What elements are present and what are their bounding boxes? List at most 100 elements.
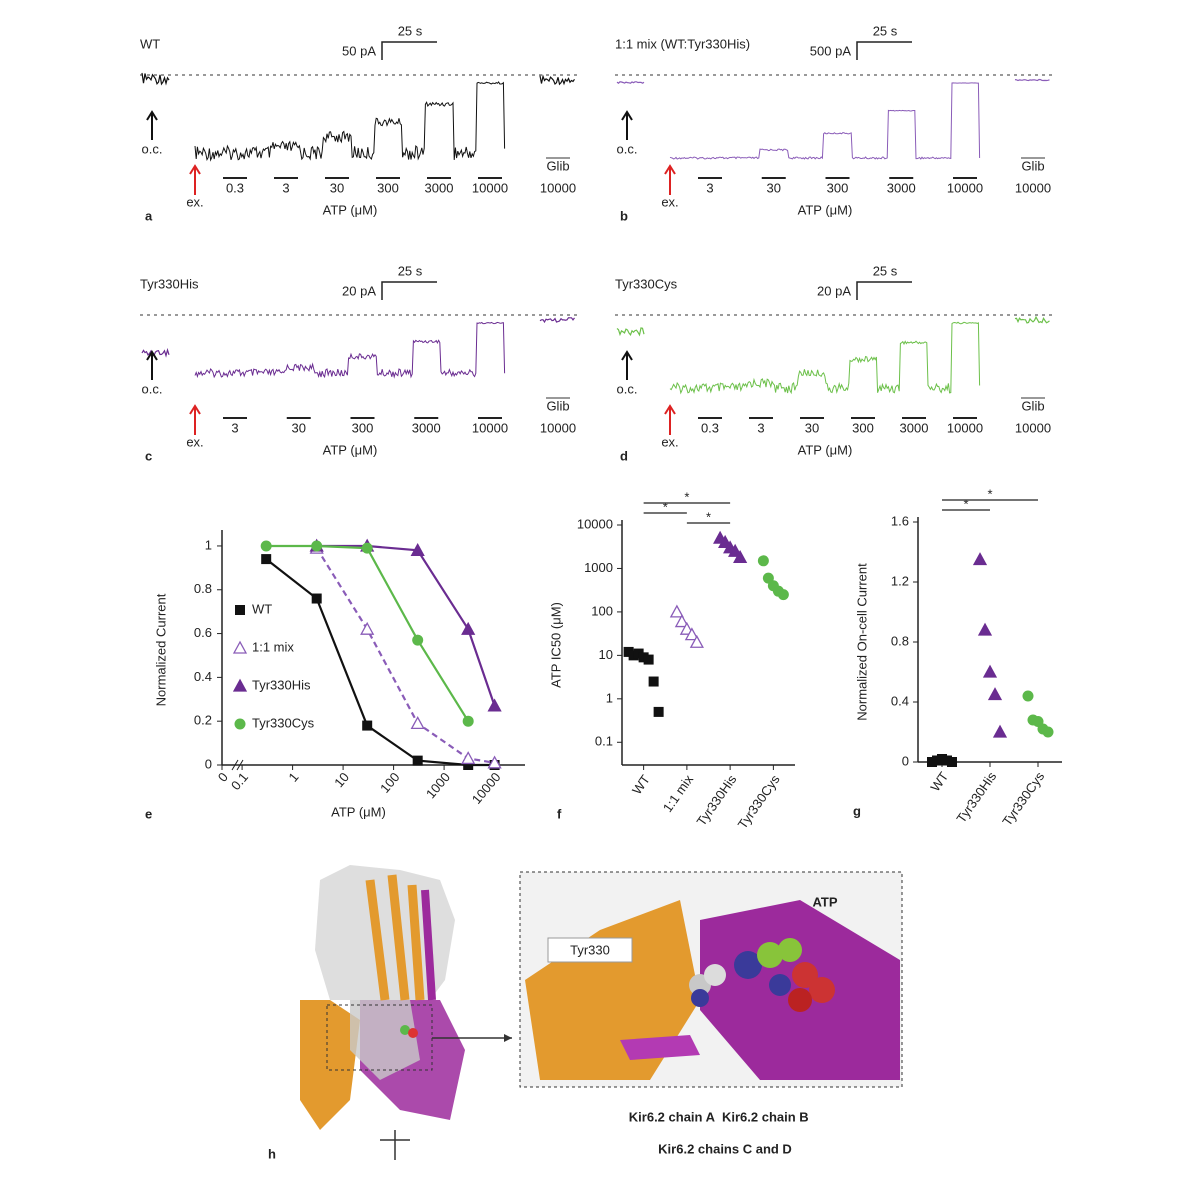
atp-concentration: 300 [852,420,874,435]
marker [261,554,272,565]
legend-chain-a: Kir6.2 chain A [629,1109,716,1124]
x-tick-label: 10000 [469,769,504,806]
x-tick-label: 10 [331,769,352,790]
atp-concentration: 3 [757,420,764,435]
legend-chains-cd: Kir6.2 chains C and D [658,1141,792,1156]
oc-trace [141,347,170,358]
atp-concentration: 10000 [472,420,508,435]
atp-concentration: 3 [231,420,238,435]
ex-arrow [189,164,201,195]
structure-label: ATP [812,894,837,909]
panel-title: Tyr330His [140,276,199,291]
marker [643,654,654,665]
scale-current: 20 pA [342,283,376,298]
marker [728,543,743,557]
glib-concentration: 10000 [1015,420,1051,435]
atp-concentration: 0.3 [701,420,719,435]
y-axis-label: Normalized On-cell Current [854,563,869,721]
scale-time: 25 s [398,23,423,38]
y-tick-label: 1000 [584,560,613,575]
x-tick-label: Tyr330His [694,772,740,829]
y-tick-label: 0.4 [194,669,212,684]
y-tick-label: 1.2 [891,573,909,588]
legend-marker [235,605,245,615]
atp-concentration: 3 [282,180,289,195]
significance-label: * [706,509,711,524]
y-tick-label: 0 [902,753,909,768]
scale-bar [856,41,912,60]
x-tick-label: 1:1 mix [660,772,697,815]
marker [972,552,988,566]
marker [487,755,502,769]
significance-label: * [963,496,968,511]
glib-label: Glib [546,158,569,173]
glib-trace [539,74,575,86]
ex-arrow [664,164,676,195]
y-tick-label: 1 [606,690,613,705]
oc-label: o.c. [142,141,163,156]
marker [1022,690,1034,702]
oc-trace [141,72,170,86]
panel-letter: b [620,208,628,223]
structure-art [300,865,903,1160]
atp-concentration: 3000 [425,180,454,195]
scale-time: 25 s [873,23,898,38]
glib-concentration: 10000 [540,180,576,195]
x-axis-label: ATP (μM) [323,442,378,457]
marker [653,706,664,717]
x-axis-label: ATP (μM) [331,804,386,819]
legend-marker [234,718,246,730]
atp-concentration: 0.3 [226,180,244,195]
oc-label: o.c. [617,381,638,396]
y-axis-label: ATP IC50 (μM) [548,602,563,688]
scale-current: 20 pA [817,283,851,298]
glib-label: Glib [1021,158,1044,173]
marker [360,621,375,635]
ex-label: ex. [186,194,203,209]
marker [684,627,699,641]
significance-label: * [684,489,689,504]
fit-line [265,558,495,767]
glib-trace [539,317,575,324]
x-axis-label: ATP (μM) [323,202,378,217]
panel-letter: d [620,448,628,463]
marker [311,593,322,604]
atp-concentration: 30 [330,180,344,195]
panel-letter: h [268,1146,276,1161]
y-tick-label: 0.1 [595,734,613,749]
current-trace [669,321,981,395]
panel-letter: a [145,208,153,223]
y-tick-label: 0.4 [891,693,909,708]
oc-arrow [146,350,158,380]
panel-title: 1:1 mix (WT:Tyr330His) [615,36,750,51]
oc-label: o.c. [617,141,638,156]
x-tick-label: Tyr330Cys [735,772,783,832]
x-tick-label: Tyr330His [953,769,999,826]
x-tick-label: Tyr330Cys [999,769,1047,829]
marker [311,540,323,552]
x-axis-label: ATP (μM) [798,202,853,217]
marker [461,751,476,765]
glib-label: Glib [546,398,569,413]
legend-chain-b: Kir6.2 chain B [722,1109,809,1124]
scale-bar [856,281,912,300]
x-tick-label: WT [629,772,653,797]
x-axis-label: ATP (μM) [798,442,853,457]
marker [1042,726,1054,738]
scale-current: 50 pA [342,43,376,58]
marker [674,614,689,628]
atp-concentration: 300 [352,420,374,435]
legend-marker [232,640,248,654]
atp-concentration: 10000 [947,420,983,435]
scale-bar [381,41,437,60]
legend-marker [232,678,248,692]
atp-concentration: 30 [767,180,781,195]
atp-concentration: 3 [706,180,713,195]
scale-current: 500 pA [810,43,852,58]
legend-label: 1:1 mix [252,639,294,654]
significance-label: * [987,486,992,501]
marker [412,755,423,766]
y-tick-label: 0 [205,756,212,771]
marker [982,664,998,678]
